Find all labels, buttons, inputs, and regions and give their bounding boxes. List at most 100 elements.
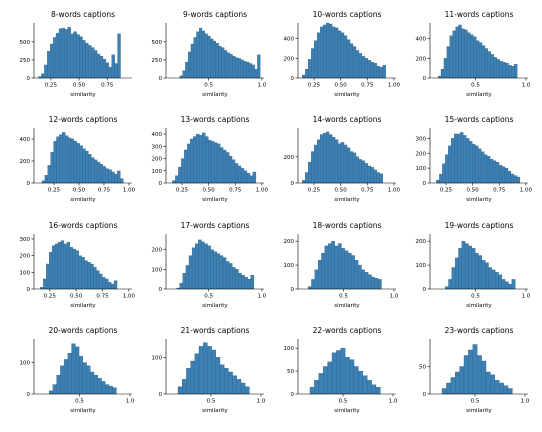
y-tick-label: 500 — [152, 40, 163, 46]
histogram-bar — [311, 151, 315, 184]
histogram-bar — [440, 68, 445, 79]
histogram-bar — [334, 245, 339, 290]
x-tick-label: 1.00 — [520, 188, 533, 194]
histogram-bar — [210, 249, 214, 290]
x-tick-label: 0.75 — [361, 188, 374, 194]
histogram-bar — [193, 37, 197, 79]
histogram-bar — [76, 34, 80, 79]
histogram-bar — [228, 155, 233, 184]
histogram-bar — [257, 54, 261, 79]
histogram-bar — [48, 252, 53, 290]
x-tick-label: 0.25 — [48, 188, 61, 194]
histogram-bar — [358, 53, 363, 79]
histogram-bar — [85, 43, 89, 79]
histogram-bar — [442, 163, 446, 184]
histogram-bar — [495, 162, 500, 184]
histogram-bar — [79, 36, 83, 79]
histogram-bar — [81, 257, 85, 290]
histogram-bar — [240, 382, 246, 395]
histogram-bar — [494, 272, 499, 290]
histogram-bar — [443, 58, 448, 79]
y-tick-label: 200 — [20, 254, 31, 260]
histogram-bar — [52, 384, 57, 395]
histogram-bar — [60, 240, 65, 290]
histogram-bar — [504, 167, 509, 184]
y-tick-label: 400 — [284, 37, 295, 43]
histogram-bar — [219, 147, 224, 184]
histogram-bar — [199, 135, 203, 184]
histogram-bar — [105, 384, 110, 395]
histogram-bar — [331, 240, 335, 290]
histogram-bar — [108, 169, 112, 184]
histogram-bar — [108, 282, 112, 290]
histogram-bar — [191, 247, 196, 290]
histogram-bar — [464, 243, 469, 290]
histogram-bar — [451, 138, 455, 184]
histogram-bar — [67, 352, 72, 395]
y-tick-label: 0 — [27, 392, 31, 398]
histogram-bar — [472, 144, 476, 184]
histogram-bar — [204, 243, 208, 290]
histogram-bar — [516, 176, 521, 184]
histogram-bar — [480, 151, 485, 184]
subplot-5: 0.25 0.50 0.75 1.00 0 200 400 12-words captions… — [20, 115, 136, 203]
histogram-bar — [478, 255, 482, 290]
histogram-bar — [218, 45, 222, 79]
subplot-title: 20-words captions — [49, 326, 118, 335]
histogram-bar — [225, 152, 230, 184]
histogram-bar — [469, 141, 473, 184]
histogram-bar — [73, 31, 77, 79]
histogram-bar — [337, 143, 342, 184]
histogram-bar — [327, 361, 333, 395]
subplot-10: 0.5 1.0 0 100 200 17-words captions similarity — [152, 221, 267, 309]
histogram-bar — [371, 276, 375, 290]
histogram-bar — [373, 169, 377, 184]
y-tick-label: 100 — [416, 263, 427, 269]
histogram-bar — [70, 33, 74, 79]
y-tick-label: 0 — [159, 181, 163, 187]
histogram-bar — [204, 33, 208, 79]
histogram-bar — [376, 172, 380, 184]
histogram-bar — [514, 64, 518, 79]
histogram-bar — [105, 278, 109, 290]
histogram-bar — [63, 359, 69, 395]
histogram-bar — [436, 179, 440, 184]
x-tick-label: 1.0 — [257, 399, 266, 405]
histogram-bar — [199, 27, 203, 79]
histogram-bar — [475, 40, 480, 79]
histogram-bar — [229, 53, 233, 79]
x-tick-label: 0.5 — [339, 399, 348, 405]
histogram-bar — [503, 385, 509, 395]
histogram-bar — [250, 275, 255, 290]
histogram-bar — [207, 245, 211, 290]
histogram-bar — [215, 357, 221, 395]
histogram-bar — [101, 381, 106, 395]
histogram-bar — [185, 265, 190, 290]
x-tick-label: 0.5 — [471, 83, 480, 89]
histogram-bar — [501, 166, 506, 184]
histogram-bar — [511, 66, 515, 79]
x-axis-label: similarity — [202, 408, 228, 414]
histogram-bar — [245, 386, 250, 395]
histogram-bar — [343, 35, 348, 79]
x-axis-label: similarity — [466, 303, 492, 309]
histogram-bar — [99, 164, 104, 184]
histogram-bar — [340, 347, 346, 395]
x-tick-label: 1.0 — [390, 294, 399, 300]
histogram-bar — [231, 159, 236, 184]
x-tick-label: 0.50 — [334, 188, 347, 194]
histogram-bar — [202, 132, 206, 184]
histogram-bar — [376, 66, 380, 79]
histogram-bar — [235, 269, 239, 290]
x-axis-label: similarity — [70, 303, 96, 309]
histogram-bar — [334, 139, 339, 184]
histogram-bar — [345, 357, 350, 395]
histogram-bar — [446, 46, 450, 79]
x-axis-label: similarity — [70, 408, 96, 414]
histogram-bar — [59, 134, 63, 184]
histogram-bar — [337, 30, 342, 79]
y-tick-label: 400 — [152, 132, 163, 138]
histogram-bar — [371, 384, 377, 395]
histogram-bar — [97, 378, 102, 395]
histogram-bar — [79, 145, 83, 184]
